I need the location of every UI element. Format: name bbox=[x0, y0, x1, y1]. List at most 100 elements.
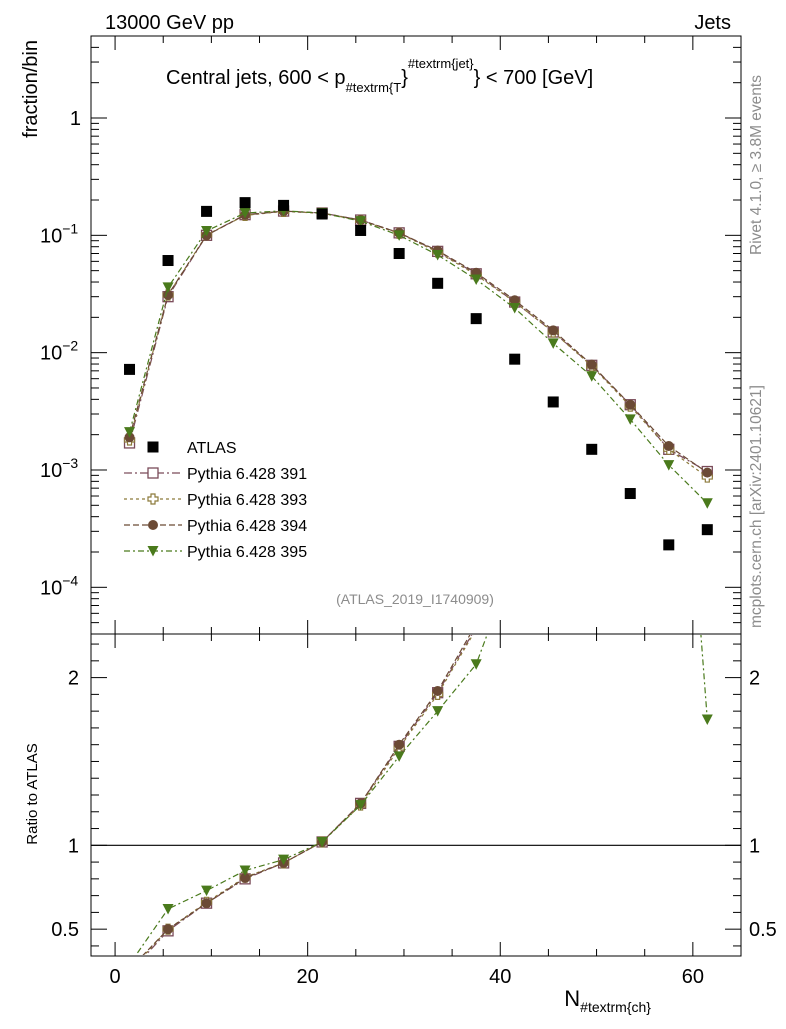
data-point bbox=[355, 224, 367, 236]
legend-marker bbox=[147, 441, 159, 453]
series-point bbox=[548, 325, 559, 336]
series-point bbox=[663, 460, 675, 471]
ratio-point bbox=[548, 354, 558, 364]
data-point bbox=[624, 488, 636, 500]
series-point bbox=[201, 225, 213, 237]
ratio-tick-label-left: 0.5 bbox=[51, 919, 79, 941]
ratio-point bbox=[163, 924, 174, 935]
ratio-point bbox=[355, 800, 367, 811]
title-pre: Central jets, 600 < p bbox=[166, 67, 346, 89]
legend-marker bbox=[147, 546, 159, 557]
data-point bbox=[509, 353, 521, 365]
analysis-watermark: (ATLAS_2019_I1740909) bbox=[336, 591, 494, 607]
title-post: } < 700 [GeV] bbox=[474, 67, 594, 89]
data-point bbox=[201, 205, 213, 217]
ratio-point bbox=[316, 836, 328, 848]
ratio-tick-label-right: 0.5 bbox=[749, 919, 777, 941]
x-tick-label: 20 bbox=[297, 966, 319, 988]
series-point bbox=[509, 295, 520, 306]
ratio-point bbox=[394, 739, 405, 750]
legend-marker bbox=[148, 520, 158, 530]
ratio-point bbox=[625, 69, 635, 79]
ratio-point bbox=[125, 966, 135, 976]
ratio-point bbox=[470, 659, 482, 670]
ratio-point bbox=[393, 751, 405, 762]
ratio-point bbox=[701, 714, 713, 726]
data-point bbox=[586, 443, 598, 455]
ratio-point bbox=[548, 354, 558, 364]
legend-marker bbox=[147, 493, 159, 505]
series-point bbox=[547, 338, 559, 349]
series-point bbox=[625, 399, 636, 410]
y-axis-label: fraction/bin bbox=[20, 40, 42, 138]
ratio-point bbox=[471, 624, 481, 634]
ratio-point bbox=[586, 304, 597, 315]
ratio-tick-label-left: 2 bbox=[68, 668, 79, 690]
series-point bbox=[162, 282, 174, 293]
ratio-point bbox=[201, 898, 212, 909]
ratio-point bbox=[625, 52, 635, 62]
legend: ATLAS Pythia 6.428 391 Pythia 6.428 393 Pyt… bbox=[124, 440, 307, 561]
ratio-point bbox=[663, 203, 674, 214]
legend-label: ATLAS bbox=[187, 440, 237, 457]
ratio-tick-label-right: 2 bbox=[749, 668, 760, 690]
series-line bbox=[128, 210, 708, 474]
x-tick-label: 40 bbox=[489, 966, 511, 988]
title-subscript: #textrm{T bbox=[346, 80, 402, 95]
ratio-point bbox=[278, 854, 290, 866]
x-label-subscript: #textrm{ch} bbox=[580, 999, 651, 1015]
data-point bbox=[547, 396, 559, 408]
legend-label: Pythia 6.428 391 bbox=[187, 466, 307, 483]
ratio-point bbox=[471, 619, 481, 629]
data-point bbox=[278, 199, 290, 211]
ratio-panel-frame bbox=[90, 633, 742, 957]
ratio-line bbox=[142, 635, 471, 955]
data-point bbox=[701, 524, 713, 536]
ratio-point bbox=[510, 505, 520, 515]
data-point bbox=[124, 363, 136, 375]
x-label-main: N bbox=[564, 986, 580, 1011]
series-point bbox=[702, 467, 713, 478]
data-point bbox=[316, 208, 328, 220]
series-line bbox=[128, 210, 708, 478]
x-tick-label: 60 bbox=[682, 966, 704, 988]
y-tick-label: 10−3 bbox=[40, 455, 78, 482]
legend-marker bbox=[147, 467, 159, 479]
ratio-point bbox=[625, 52, 635, 62]
series-point bbox=[663, 441, 674, 452]
axis-ticks: 0 20 40 60 1 10−1 10−2 10−3 10−4 0.5 0.5 1 1 2 2 bbox=[40, 35, 777, 988]
legend-label: Pythia 6.428 393 bbox=[187, 492, 307, 509]
ratio-point bbox=[240, 873, 251, 884]
series-point bbox=[624, 414, 636, 425]
ratio-point bbox=[124, 959, 135, 970]
series-point bbox=[470, 274, 482, 286]
y-tick-label: 1 bbox=[70, 108, 81, 130]
title-brace: } bbox=[401, 67, 408, 89]
ratio-point bbox=[471, 622, 481, 632]
plot-title: Central jets, 600 < p#textrm{T}#textrm{j… bbox=[166, 56, 593, 95]
header-energy-label: 13000 GeV pp bbox=[105, 12, 234, 34]
ratio-point bbox=[510, 505, 520, 515]
data-point bbox=[393, 248, 405, 260]
ratio-point bbox=[702, 538, 712, 548]
ratio-y-axis-label: Ratio to ATLAS bbox=[24, 743, 41, 844]
ratio-point bbox=[702, 488, 712, 498]
ratio-point bbox=[510, 505, 520, 515]
series-point bbox=[163, 290, 174, 301]
ratio-tick-label-left: 1 bbox=[68, 835, 79, 857]
ratio-point bbox=[239, 865, 251, 876]
mcplots-label: mcplots.cern.ch [arXiv:2401.10621] bbox=[748, 385, 765, 628]
title-superscript: #textrm{jet} bbox=[408, 56, 474, 71]
ratio-point bbox=[548, 471, 559, 482]
ratio-point bbox=[587, 153, 597, 163]
series-point bbox=[432, 249, 444, 261]
ratio-line bbox=[143, 635, 474, 955]
ratio-point bbox=[625, 270, 636, 281]
y-tick-label: 10−1 bbox=[40, 220, 78, 247]
ratio-point bbox=[587, 136, 597, 146]
x-tick-label: 0 bbox=[110, 966, 121, 988]
data-point bbox=[663, 539, 675, 551]
series-line bbox=[128, 210, 708, 473]
ratio-point bbox=[509, 555, 520, 566]
